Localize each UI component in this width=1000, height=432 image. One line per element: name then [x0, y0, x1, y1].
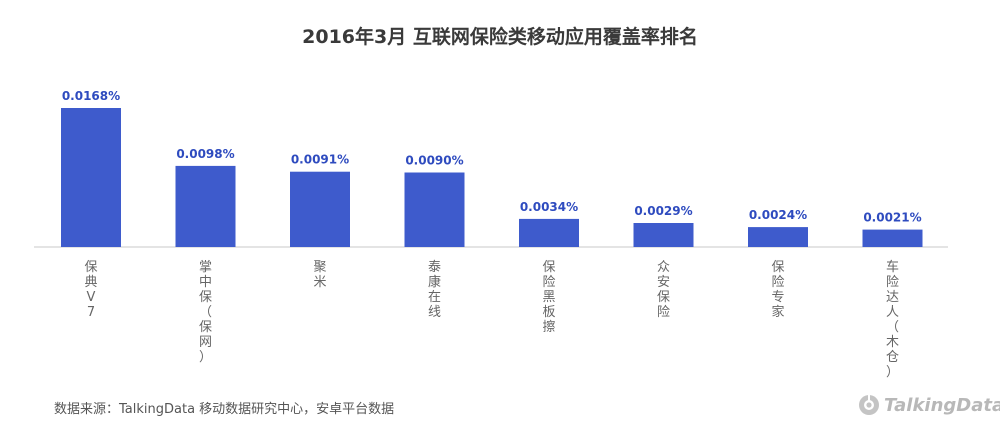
category-label-3: 泰康在线 — [428, 260, 441, 320]
category-label-0: 保典 V 7 — [84, 260, 97, 320]
category-label-7: 车险达人（木仓） — [886, 259, 899, 380]
category-label-4: 保险黑板擦 — [542, 260, 555, 335]
category-label-6: 保险专家 — [771, 260, 784, 320]
data-label-2: 0.0091% — [291, 153, 349, 167]
data-label-0: 0.0168% — [62, 89, 120, 103]
data-label-6: 0.0024% — [749, 208, 807, 222]
bar-1 — [175, 165, 236, 247]
talkingdata-logo-icon — [859, 394, 879, 415]
source-note: 数据来源：TalkingData 移动数据研究中心，安卓平台数据 — [54, 402, 395, 417]
bar-4 — [519, 218, 579, 247]
category-label-2: 聚米 — [313, 260, 326, 290]
bar-3 — [404, 172, 465, 247]
bar-2 — [290, 171, 350, 247]
data-label-7: 0.0021% — [863, 211, 921, 225]
category-label-1: 掌中保（保网） — [199, 260, 212, 365]
chart-title: 2016年3月 互联网保险类移动应用覆盖率排名 — [302, 26, 698, 48]
bar-0 — [61, 108, 121, 247]
category-label-5: 众安保险 — [657, 260, 670, 320]
bar-7 — [862, 229, 923, 247]
data-label-5: 0.0029% — [634, 204, 692, 218]
bar-6 — [748, 227, 808, 247]
brand-logo: TalkingData — [858, 391, 1000, 419]
data-label-3: 0.0090% — [405, 154, 463, 168]
data-label-4: 0.0034% — [520, 200, 578, 214]
data-label-1: 0.0098% — [176, 147, 234, 161]
brand-name: TalkingData — [884, 394, 1000, 416]
bar-5 — [633, 223, 694, 247]
